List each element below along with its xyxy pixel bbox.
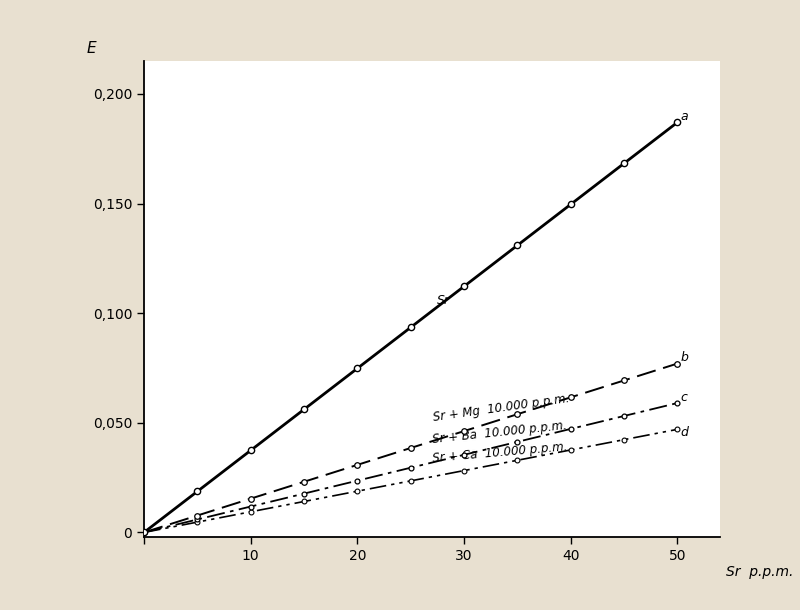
Text: Sr: Sr [438, 295, 450, 307]
Text: Sr  p.p.m.: Sr p.p.m. [726, 565, 793, 580]
Text: c: c [681, 391, 687, 404]
Text: d: d [681, 426, 689, 439]
Text: b: b [681, 351, 689, 364]
Text: Sr + Mg  10.000 p.p.m.: Sr + Mg 10.000 p.p.m. [432, 392, 570, 425]
Text: a: a [681, 110, 688, 123]
Text: E: E [86, 41, 96, 56]
Text: Sr + Ca  10.000 p.p.m.: Sr + Ca 10.000 p.p.m. [432, 440, 568, 465]
Text: Sr + Ba  10.000 p.p.m.: Sr + Ba 10.000 p.p.m. [432, 419, 568, 446]
